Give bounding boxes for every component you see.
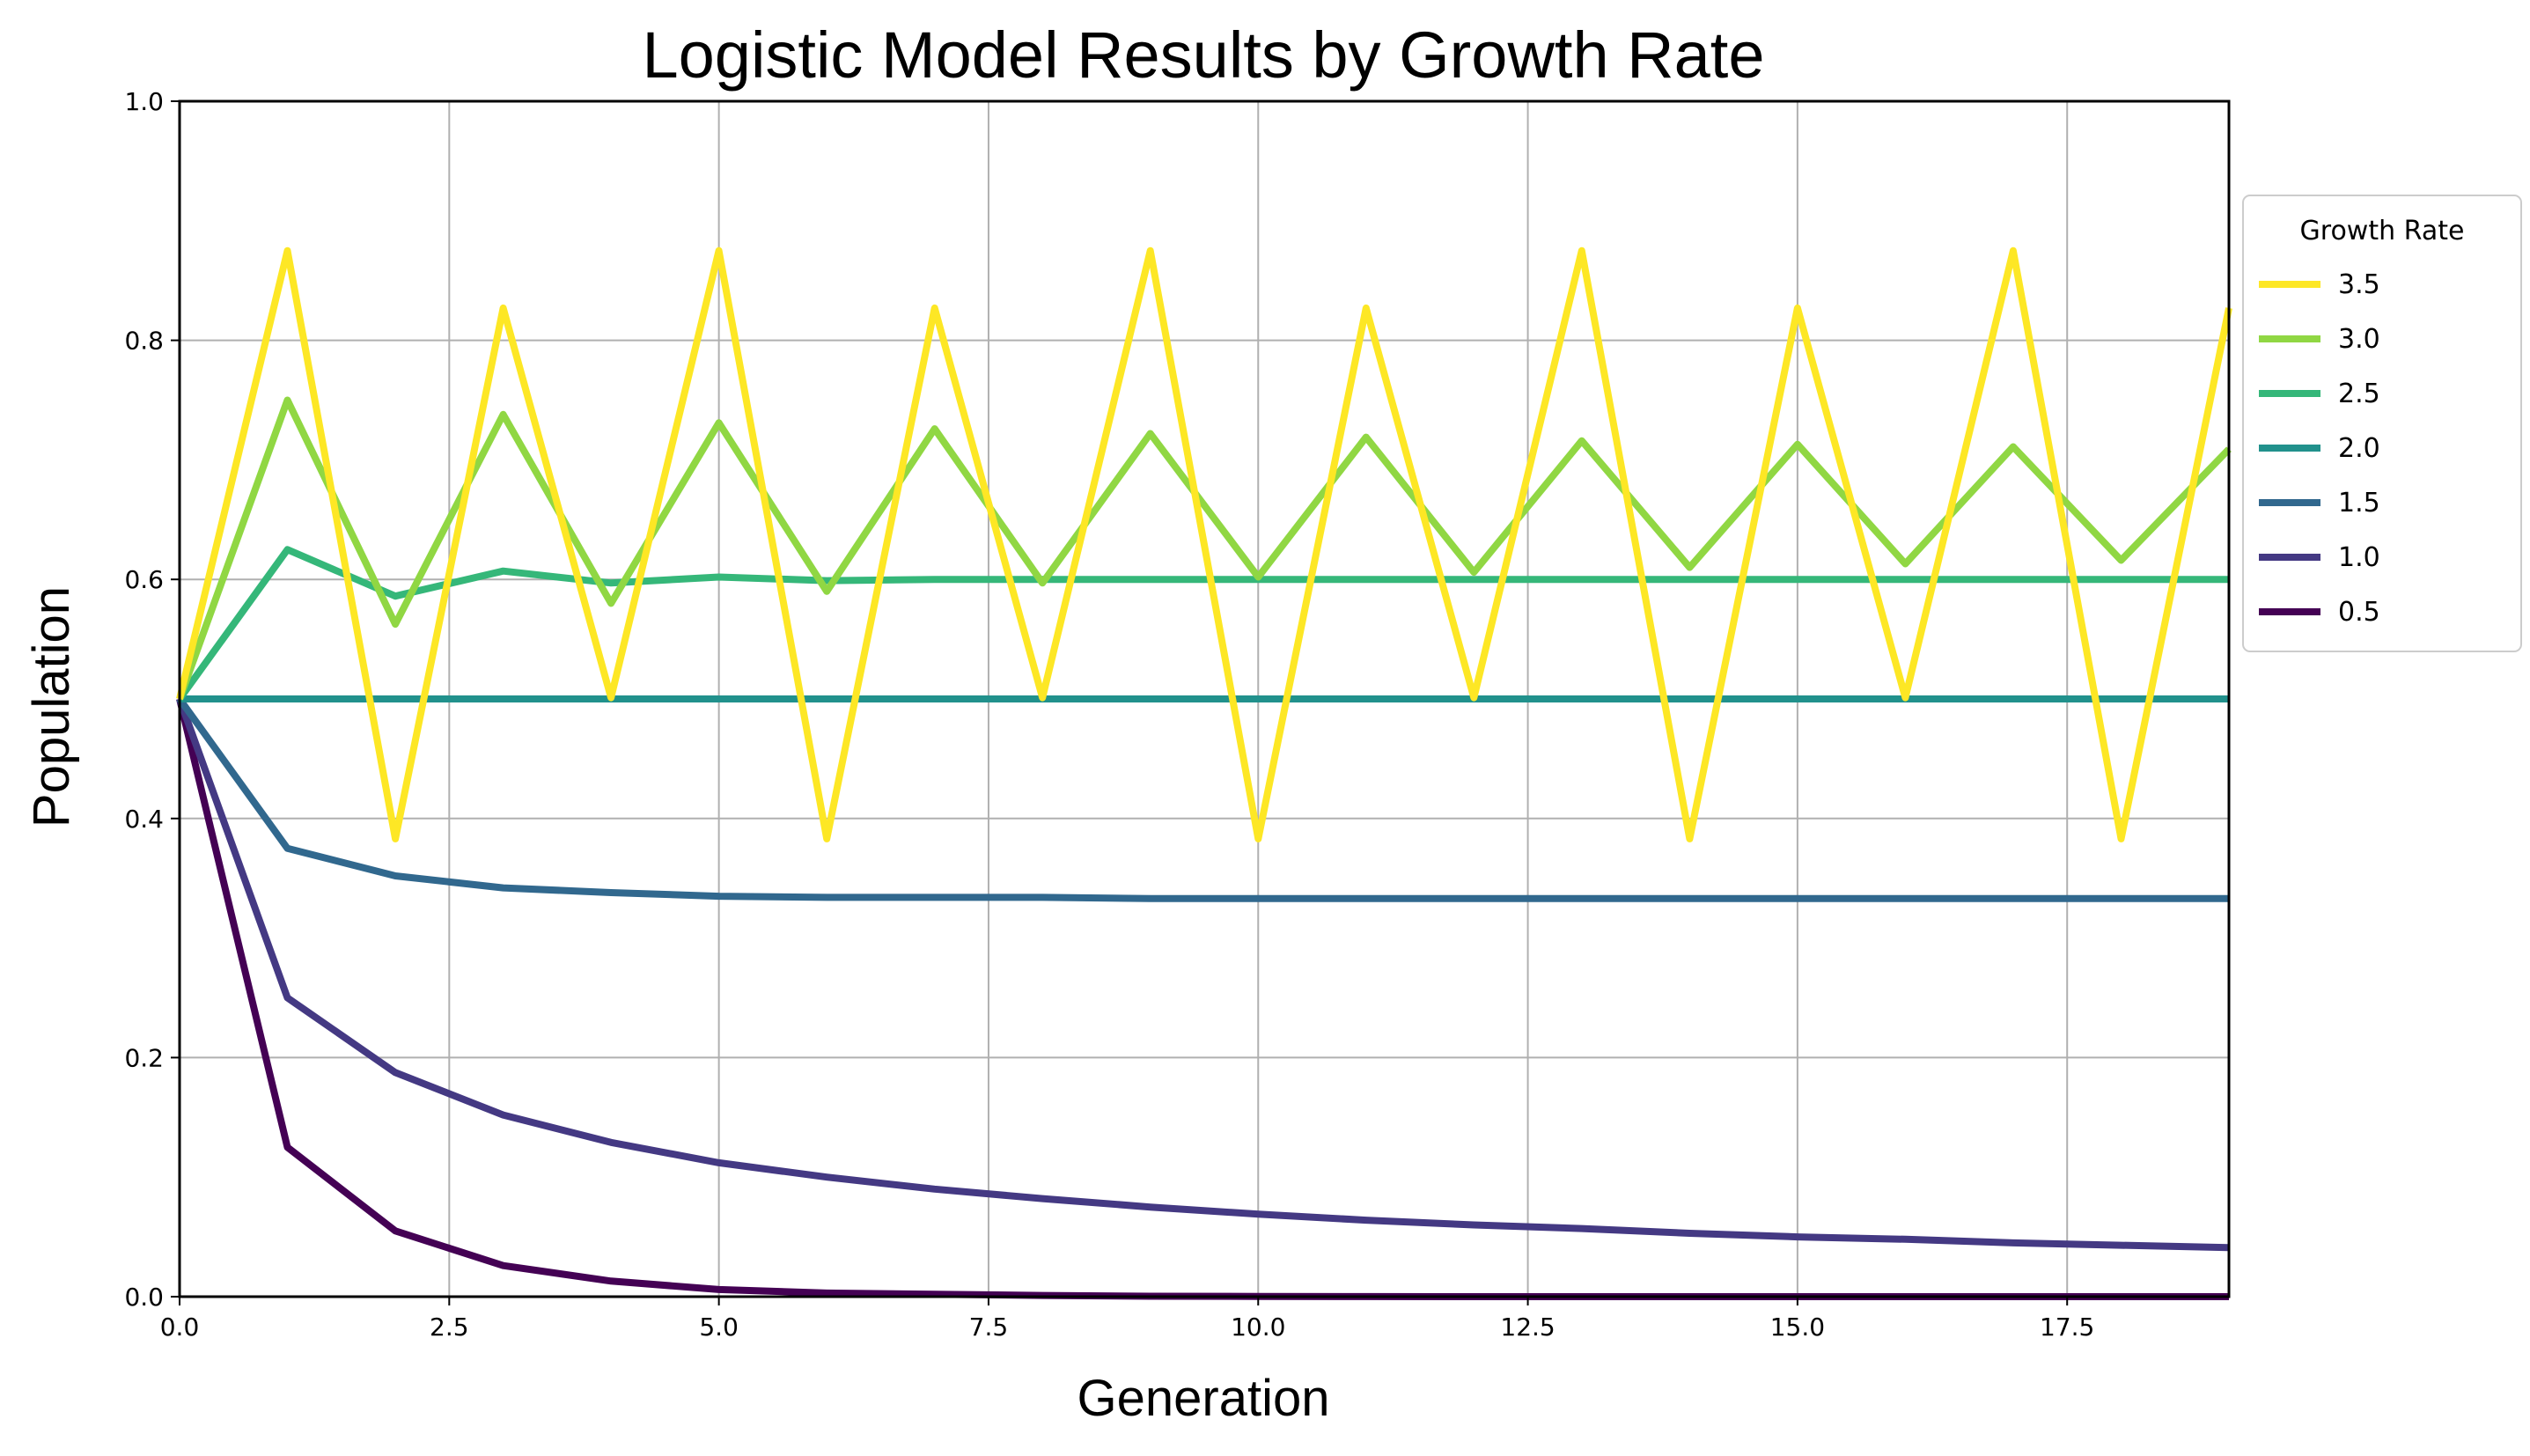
legend: Growth Rate 3.5 3.0 2.5 2.0 1.5 1.0 0.5	[2242, 195, 2522, 652]
x-tick-label: 2.5	[430, 1313, 469, 1342]
y-tick-label: 0.4	[124, 805, 164, 834]
x-tick-label: 12.5	[1500, 1313, 1555, 1342]
x-tick-label: 7.5	[969, 1313, 1009, 1342]
ticks: 0.0 2.5 5.0 7.5 10.0 12.5 15.0 17.5 0.0 0.2 0.4 0.6…	[124, 87, 2094, 1342]
y-tick-label: 0.2	[124, 1043, 164, 1072]
x-tick-label: 5.0	[699, 1313, 739, 1342]
legend-items: 3.5 3.0 2.5 2.0 1.5 1.0 0.5	[2259, 269, 2380, 628]
x-axis-label: Generation	[1077, 1370, 1330, 1427]
legend-label: 3.5	[2338, 269, 2380, 300]
x-tick-label: 0.0	[160, 1313, 200, 1342]
y-axis-label: Population	[23, 586, 80, 827]
legend-box	[2242, 195, 2522, 652]
series-line-3-5	[176, 246, 2232, 842]
legend-label: 1.5	[2338, 488, 2380, 518]
legend-label: 2.0	[2338, 433, 2380, 464]
series-line-1-5	[176, 696, 2229, 902]
plot-frame	[178, 99, 2231, 1298]
series-line-1-0	[176, 697, 2230, 1252]
legend-label: 3.0	[2338, 324, 2380, 355]
x-tick-label: 17.5	[2040, 1313, 2094, 1342]
y-tick-label: 1.0	[124, 87, 164, 116]
series-line-3-0	[176, 396, 2232, 701]
x-tick-label: 10.0	[1231, 1313, 1285, 1342]
y-tick-label: 0.8	[124, 327, 164, 356]
chart-title: Logistic Model Results by Growth Rate	[643, 18, 1765, 92]
legend-label: 0.5	[2338, 597, 2380, 628]
legend-title: Growth Rate	[2300, 216, 2465, 246]
x-tick-label: 15.0	[1770, 1313, 1825, 1342]
legend-label: 2.5	[2338, 379, 2380, 409]
y-tick-label: 0.0	[124, 1283, 164, 1312]
series-line-2-5	[176, 546, 2229, 702]
y-tick-label: 0.6	[124, 565, 164, 594]
legend-label: 1.0	[2338, 542, 2380, 573]
